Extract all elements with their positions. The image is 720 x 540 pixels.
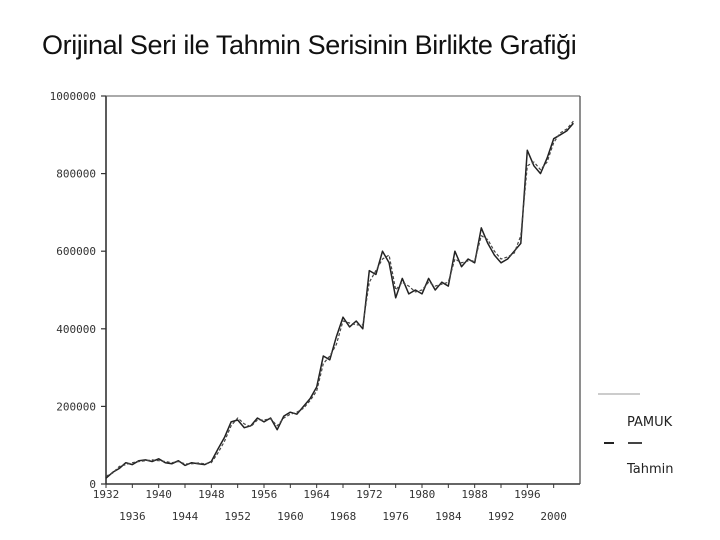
x-tick-label: 1988 (461, 488, 488, 501)
x-tick-label: 1960 (277, 510, 304, 523)
x-tick-label: 1944 (172, 510, 199, 523)
x-tick-label: 1956 (251, 488, 278, 501)
x-tick-label: 1984 (435, 510, 462, 523)
legend: PAMUK Tahmin (598, 393, 674, 477)
x-tick-label: 1952 (224, 510, 251, 523)
slide-title: Orijinal Seri ile Tahmin Serisinin Birli… (42, 30, 577, 60)
x-tick-label: 1936 (119, 510, 146, 523)
x-tick-label: 1980 (409, 488, 436, 501)
y-tick-label: 600000 (56, 245, 96, 258)
series-line-tahmin (105, 120, 574, 477)
legend-label-pamuk: PAMUK (627, 415, 673, 430)
y-tick-label: 400000 (56, 323, 96, 336)
x-tick-label: 1964 (303, 488, 330, 501)
x-tick-label: 1972 (356, 488, 383, 501)
series-line-pamuk (105, 122, 574, 479)
x-tick-label: 1932 (93, 488, 120, 501)
plot-frame (105, 95, 581, 485)
x-tick-label: 1976 (382, 510, 409, 523)
x-tick-label: 1948 (198, 488, 225, 501)
y-tick-label: 200000 (56, 400, 96, 413)
x-tick-label: 1992 (488, 510, 515, 523)
x-tick-label: 1940 (145, 488, 172, 501)
x-tick-label: 1996 (514, 488, 541, 501)
y-tick-label: 800000 (56, 168, 96, 181)
x-tick-label: 2000 (540, 510, 567, 523)
y-axis-ticks: 0 200000 400000 600000 800000 1000000 (50, 90, 106, 491)
legend-label-tahmin: Tahmin (626, 462, 674, 477)
x-tick-label: 1968 (330, 510, 357, 523)
y-tick-label: 0 (89, 478, 96, 491)
x-axis-ticks: 1932 1940 1948 1956 1964 1972 1980 1988 1996 1936… (93, 484, 567, 523)
y-tick-label: 1000000 (50, 90, 96, 103)
chart-series (105, 120, 574, 479)
